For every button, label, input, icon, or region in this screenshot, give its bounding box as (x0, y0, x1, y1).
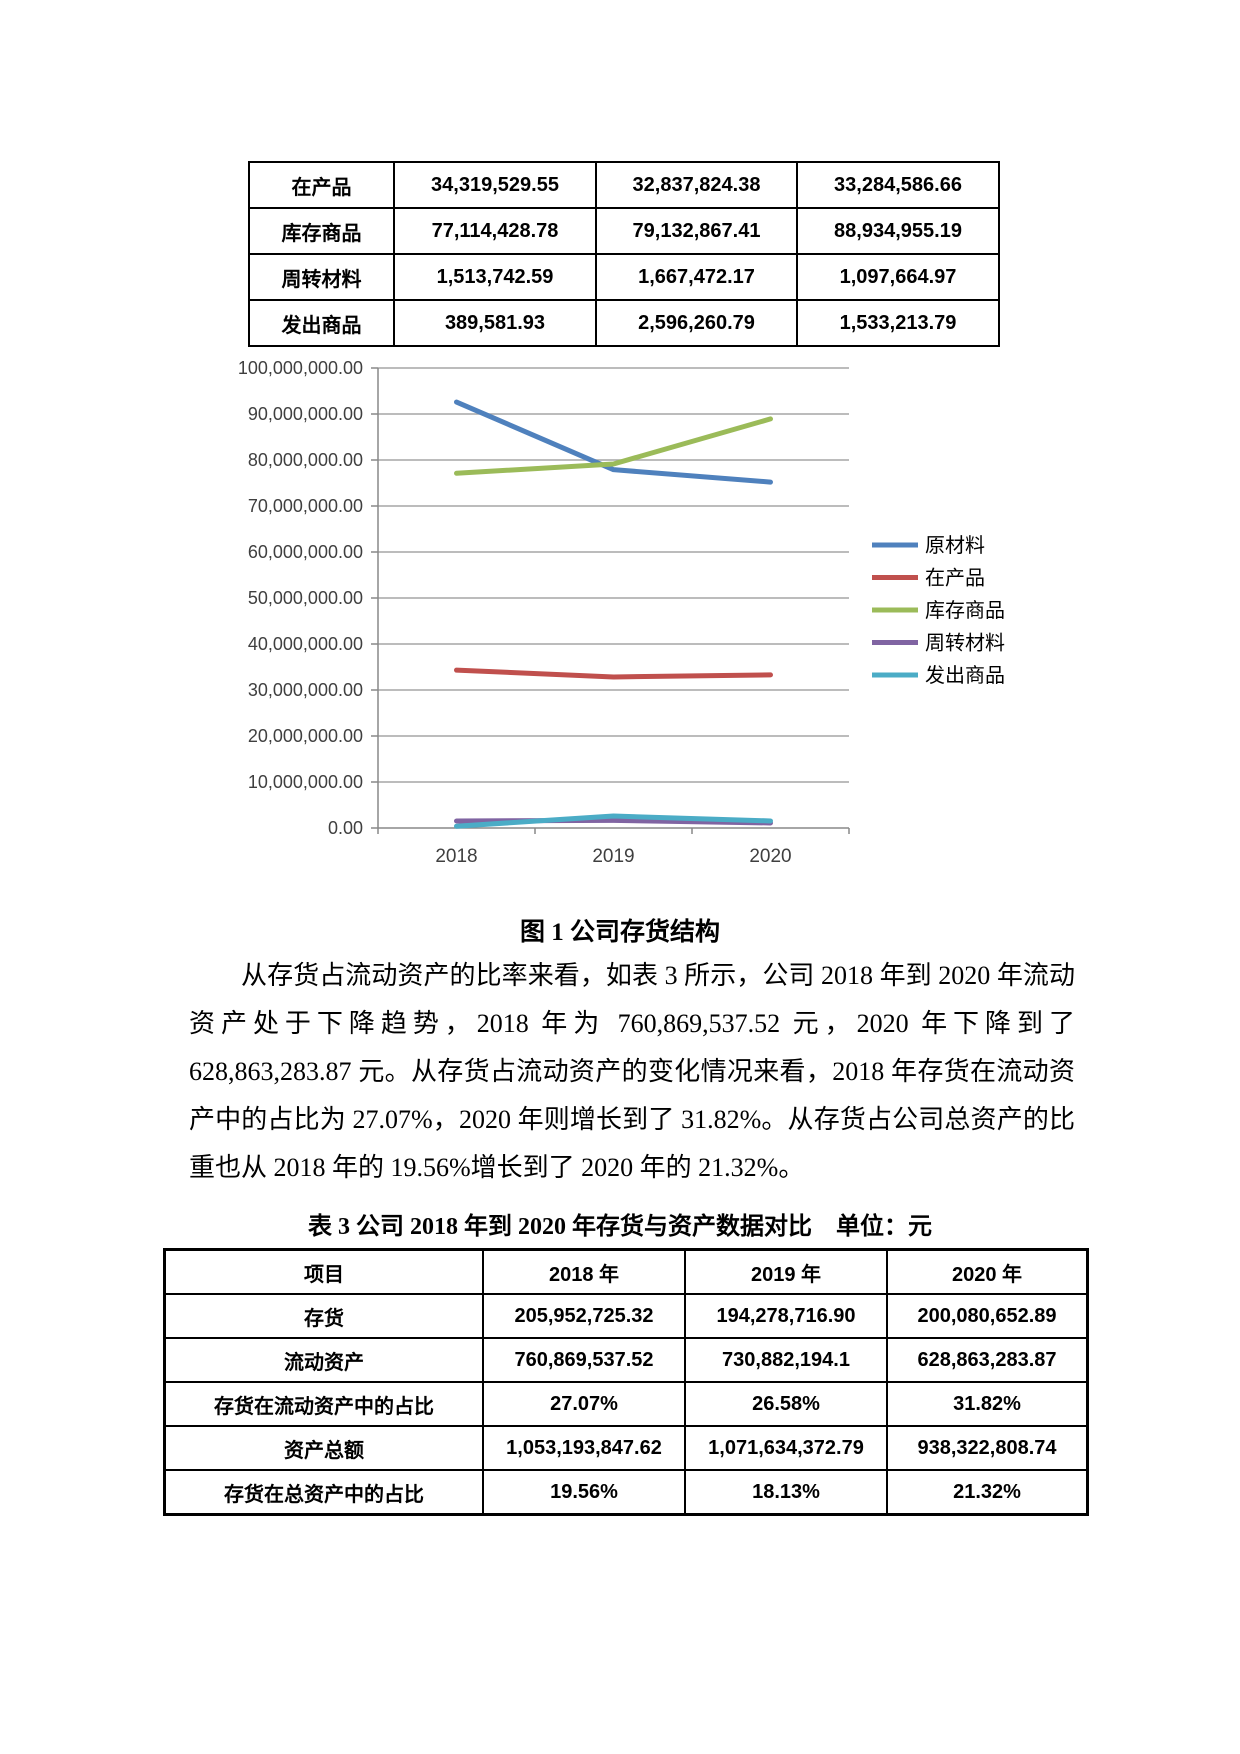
table-row: 资产总额 1,053,193,847.62 1,071,634,372.79 9… (163, 1425, 1089, 1471)
table-cell: 760,869,537.52 (482, 1337, 686, 1383)
row-label: 库存商品 (248, 207, 395, 255)
table-cell: 200,080,652.89 (886, 1293, 1089, 1339)
y-axis-label: 40,000,000.00 (248, 634, 363, 654)
chart-x-axis-labels: 2018 2019 2020 (435, 846, 791, 867)
y-axis-label: 50,000,000.00 (248, 588, 363, 608)
table-cell: 2,596,260.79 (595, 299, 798, 347)
table-cell: 88,934,955.19 (796, 207, 1000, 255)
chart-y-axis-labels: 100,000,000.00 90,000,000.00 80,000,000.00… (238, 358, 363, 838)
y-axis-label: 60,000,000.00 (248, 542, 363, 562)
paragraph-line: 重也从 2018 年的 19.56%增长到了 2020 年的 21.32%。 (189, 1153, 805, 1182)
inventory-structure-chart: 100,000,000.00 90,000,000.00 80,000,000.00… (238, 358, 1005, 867)
figure-caption: 图 1 公司存货结构 (519, 919, 720, 946)
column-header: 2019 年 (684, 1248, 888, 1295)
series-line-库存商品 (454, 416, 773, 476)
y-axis-label: 10,000,000.00 (248, 772, 363, 792)
inventory-structure-chart-area: 100,000,000.00 90,000,000.00 80,000,000.00… (140, 330, 1020, 890)
column-header: 项目 (163, 1248, 484, 1295)
y-axis-label: 100,000,000.00 (238, 358, 363, 378)
column-header: 2018 年 (482, 1248, 686, 1295)
row-label: 资产总额 (163, 1425, 484, 1471)
column-header: 2020 年 (886, 1248, 1089, 1295)
legend-label: 周转材料 (925, 632, 1005, 655)
legend-label: 原材料 (925, 534, 985, 557)
chart-gridlines (378, 367, 849, 829)
row-label: 流动资产 (163, 1337, 484, 1383)
inventory-asset-comparison-table: 项目 2018 年 2019 年 2020 年 存货 205,952,725.3… (163, 1248, 1089, 1516)
x-axis-label: 2018 (435, 846, 477, 867)
y-axis-label: 70,000,000.00 (248, 496, 363, 516)
legend-label: 发出商品 (925, 664, 1005, 687)
y-axis-label: 30,000,000.00 (248, 680, 363, 700)
table-cell: 1,513,742.59 (393, 253, 597, 301)
table-cell: 1,097,664.97 (796, 253, 1000, 301)
table-cell: 1,667,472.17 (595, 253, 798, 301)
table-row: 库存商品 77,114,428.78 79,132,867.41 88,934,… (248, 207, 1000, 255)
legend-label: 在产品 (925, 567, 985, 590)
table-row: 流动资产 760,869,537.52 730,882,194.1 628,86… (163, 1337, 1089, 1383)
table-row: 发出商品 389,581.93 2,596,260.79 1,533,213.7… (248, 299, 1000, 347)
table-cell: 938,322,808.74 (886, 1425, 1089, 1471)
series-line-原材料 (454, 399, 773, 485)
table-cell: 628,863,283.87 (886, 1337, 1089, 1383)
table-cell: 18.13% (684, 1469, 888, 1516)
x-axis-label: 2019 (592, 846, 634, 867)
table-cell: 730,882,194.1 (684, 1337, 888, 1383)
paragraph-line: 资产处于下降趋势，2018 年为 760,869,537.52 元，2020 年… (189, 1009, 1075, 1038)
series-line-发出商品 (454, 813, 773, 829)
table-row: 存货在总资产中的占比 19.56% 18.13% 21.32% (163, 1469, 1089, 1516)
table-cell: 26.58% (684, 1381, 888, 1427)
table-cell: 77,114,428.78 (393, 207, 597, 255)
chart-series-lines (454, 399, 773, 829)
paragraph-line: 产中的占比为 27.07%，2020 年则增长到了 31.82%。从存货占公司总… (189, 1105, 1075, 1134)
table-row: 周转材料 1,513,742.59 1,667,472.17 1,097,664… (248, 253, 1000, 301)
series-line-在产品 (454, 667, 773, 680)
row-label: 存货在流动资产中的占比 (163, 1381, 484, 1427)
table-cell: 21.32% (886, 1469, 1089, 1516)
table-cell: 1,533,213.79 (796, 299, 1000, 347)
table-cell: 33,284,586.66 (796, 161, 1000, 209)
table-cell: 1,053,193,847.62 (482, 1425, 686, 1471)
y-axis-label: 20,000,000.00 (248, 726, 363, 746)
x-axis-label: 2020 (749, 846, 791, 867)
table-cell: 389,581.93 (393, 299, 597, 347)
paragraph-line: 628,863,283.87 元。从存货占流动资产的变化情况来看，2018 年存… (189, 1057, 1075, 1086)
table-row: 在产品 34,319,529.55 32,837,824.38 33,284,5… (248, 161, 1000, 209)
table-cell: 31.82% (886, 1381, 1089, 1427)
row-label: 存货在总资产中的占比 (163, 1469, 484, 1516)
row-label: 在产品 (248, 161, 395, 209)
y-axis-label: 80,000,000.00 (248, 450, 363, 470)
table-cell: 27.07% (482, 1381, 686, 1427)
table-cell: 1,071,634,372.79 (684, 1425, 888, 1471)
inventory-detail-table: 在产品 34,319,529.55 32,837,824.38 33,284,5… (248, 161, 1000, 347)
table-row: 存货在流动资产中的占比 27.07% 26.58% 31.82% (163, 1381, 1089, 1427)
table-cell: 19.56% (482, 1469, 686, 1516)
paragraph-line: 从存货占流动资产的比率来看，如表 3 所示，公司 2018 年到 2020 年流… (241, 961, 1075, 990)
table-cell: 34,319,529.55 (393, 161, 597, 209)
table-cell: 194,278,716.90 (684, 1293, 888, 1339)
table-cell: 32,837,824.38 (595, 161, 798, 209)
y-axis-label: 90,000,000.00 (248, 404, 363, 424)
table-cell: 205,952,725.32 (482, 1293, 686, 1339)
table-caption: 表 3 公司 2018 年到 2020 年存货与资产数据对比 单位：元 (308, 1214, 932, 1240)
table-header-row: 项目 2018 年 2019 年 2020 年 (163, 1248, 1089, 1295)
body-paragraph: 从存货占流动资产的比率来看，如表 3 所示，公司 2018 年到 2020 年流… (189, 952, 1075, 1192)
table-cell: 79,132,867.41 (595, 207, 798, 255)
row-label: 存货 (163, 1293, 484, 1339)
legend-label: 库存商品 (925, 599, 1005, 622)
chart-axes (371, 367, 850, 834)
row-label: 周转材料 (248, 253, 395, 301)
row-label: 发出商品 (248, 299, 395, 347)
y-axis-label: 0.00 (328, 818, 363, 838)
table-row: 存货 205,952,725.32 194,278,716.90 200,080… (163, 1293, 1089, 1339)
